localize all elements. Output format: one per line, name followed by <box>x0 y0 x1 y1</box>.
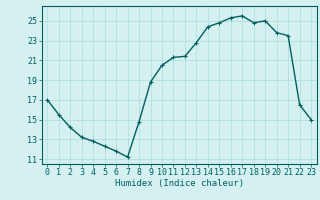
X-axis label: Humidex (Indice chaleur): Humidex (Indice chaleur) <box>115 179 244 188</box>
